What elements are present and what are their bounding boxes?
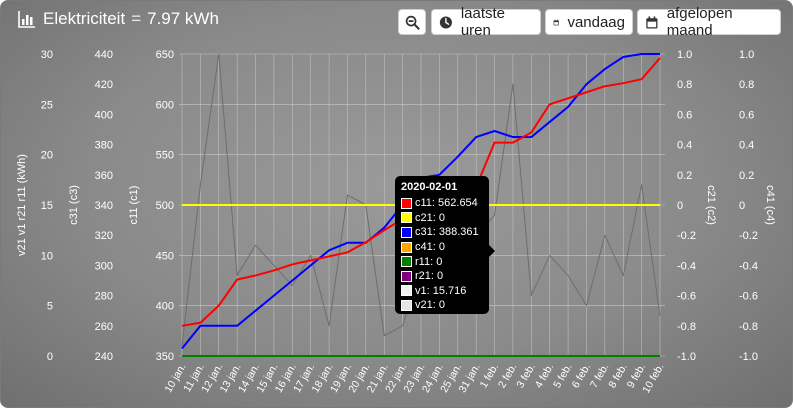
calendar-icon <box>553 19 559 25</box>
tooltip-row-label: c31: 388.361 <box>415 226 479 239</box>
axis-tick-label: 350 <box>156 351 174 363</box>
axis-tick-label: 380 <box>95 140 113 152</box>
data-tooltip: 2020-02-01 c11: 562.654 c21: 0 c31: 388.36… <box>395 176 495 314</box>
axis-tick-label: 0 <box>677 200 683 212</box>
axis-tick-label: 0 <box>739 200 745 212</box>
axis-title: c11 (c1) <box>128 186 140 225</box>
tooltip-row-label: r11: 0 <box>415 255 443 268</box>
axis-title: c21 (c2) <box>705 185 717 225</box>
axis-tick-label: -0.2 <box>677 230 696 242</box>
axis-tick-label: 0.4 <box>739 140 754 152</box>
today-button[interactable]: vandaag <box>545 9 633 35</box>
last-month-button[interactable]: afgelopen maand <box>637 5 781 39</box>
tooltip-row-label: v21: 0 <box>415 299 445 312</box>
bar-chart-icon <box>18 11 35 28</box>
axis-tick-label: 0.8 <box>739 79 754 91</box>
tooltip-row-label: c41: 0 <box>415 241 445 254</box>
tooltip-color-swatch <box>401 256 412 268</box>
zoom-out-button[interactable] <box>398 9 426 35</box>
tooltip-color-swatch <box>401 285 412 297</box>
axis-tick-label: 440 <box>95 49 113 61</box>
axis-tick-label: 420 <box>95 79 113 91</box>
axis-tick-label: 600 <box>156 99 174 111</box>
clock-icon <box>439 15 452 29</box>
axis-tick-label: -0.8 <box>739 321 758 333</box>
axis-title: c41 (c4) <box>764 185 776 225</box>
axis-tick-label: 320 <box>95 230 113 242</box>
axis-tick-label: 0.2 <box>677 170 692 182</box>
axis-tick-label: 360 <box>95 170 113 182</box>
axis-tick-label: 400 <box>156 301 174 313</box>
axis-tick-label: 20 <box>41 150 53 162</box>
tooltip-rows: c11: 562.654 c21: 0 c31: 388.361 c41: 0 r11:… <box>401 196 483 313</box>
tooltip-color-swatch <box>401 270 412 282</box>
axis-tick-label: 5 <box>47 301 53 313</box>
tooltip-date: 2020-02-01 <box>401 181 458 193</box>
axis-tick-label: -1.0 <box>677 351 696 363</box>
today-label: vandaag <box>567 13 625 31</box>
axis-tick-label: 240 <box>95 351 113 363</box>
axis-tick-label: -0.2 <box>739 230 758 242</box>
tooltip-color-swatch <box>401 212 412 224</box>
tooltip-color-swatch <box>401 197 412 209</box>
axis-tick-label: -0.8 <box>677 321 696 333</box>
tooltip-row: c11: 562.654 <box>401 196 483 211</box>
axis-tick-label: 550 <box>156 150 174 162</box>
axis-tick-label: -0.6 <box>677 291 696 303</box>
last-hours-button[interactable]: laatste uren <box>431 5 541 39</box>
axis-tick-label: -0.6 <box>739 291 758 303</box>
axis-tick-label: 0.6 <box>677 109 692 121</box>
axis-tick-label: 0 <box>47 351 53 363</box>
last-hours-label: laatste uren <box>460 5 506 39</box>
axis-tick-label: 260 <box>95 321 113 333</box>
axis-tick-label: 15 <box>41 200 53 212</box>
axis-tick-label: -0.4 <box>677 260 696 272</box>
tooltip-row-label: v1: 15.716 <box>415 284 467 297</box>
axis-title: c31 (c3) <box>68 185 80 225</box>
axis-tick-label: -1.0 <box>739 351 758 363</box>
tooltip-row: c21: 0 <box>401 211 483 226</box>
tooltip-color-swatch <box>401 226 412 238</box>
tooltip-color-swatch <box>401 241 412 253</box>
tooltip-row: r21: 0 <box>401 269 483 284</box>
chart-title: Elektriciteit = 7.97 kWh <box>43 9 219 29</box>
axis-tick-label: 1.0 <box>739 49 754 61</box>
axis-tick-label: 280 <box>95 291 113 303</box>
axis-tick-label: 10 <box>41 250 53 262</box>
axis-tick-label: 340 <box>95 200 113 212</box>
axis-tick-label: 0.2 <box>739 170 754 182</box>
axis-tick-label: 1.0 <box>677 49 692 61</box>
axis-tick-label: 30 <box>41 49 53 61</box>
title-text: Elektriciteit <box>43 9 126 28</box>
last-month-label: afgelopen maand <box>666 5 733 39</box>
tooltip-row-label: c11: 562.654 <box>415 197 478 210</box>
axis-tick-label: 400 <box>95 109 113 121</box>
tooltip-color-swatch <box>401 299 412 311</box>
tooltip-row: c41: 0 <box>401 240 483 255</box>
title-separator: = <box>131 9 142 28</box>
axis-tick-label: 500 <box>156 200 174 212</box>
axis-tick-label: 450 <box>156 250 174 262</box>
tooltip-row-label: c21: 0 <box>415 211 445 224</box>
total-value: 7.97 kWh <box>147 9 219 28</box>
axis-tick-label: 650 <box>156 49 174 61</box>
calendar-icon <box>646 15 658 29</box>
tooltip-row: v1: 15.716 <box>401 284 483 299</box>
axis-title: v21 v1 r21 r11 (kWh) <box>16 154 28 256</box>
axis-tick-label: 0.6 <box>739 109 754 121</box>
axis-tick-label: 0.8 <box>677 79 692 91</box>
axis-tick-label: 25 <box>41 99 53 111</box>
tooltip-row-label: r21: 0 <box>415 270 444 283</box>
tooltip-row: r11: 0 <box>401 254 483 269</box>
axis-tick-label: 300 <box>95 260 113 272</box>
axis-tick-label: -0.4 <box>739 260 758 272</box>
tooltip-row: v21: 0 <box>401 298 483 313</box>
axis-tick-label: 0.4 <box>677 140 692 152</box>
tooltip-row: c31: 388.361 <box>401 225 483 240</box>
zoom-out-icon <box>405 15 420 30</box>
